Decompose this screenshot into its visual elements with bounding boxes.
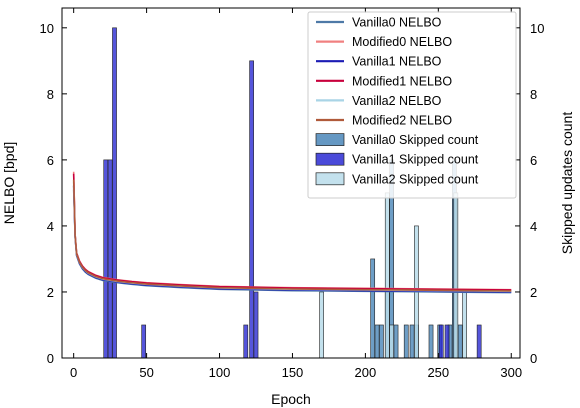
legend-entry: Vanilla0 Skipped count	[352, 133, 479, 147]
legend-swatch	[315, 133, 345, 146]
bar-vanilla0-skipped-count-5	[393, 324, 399, 359]
bar-vanilla1-skipped-count-7	[438, 324, 444, 359]
x-axis-label: Epoch	[271, 391, 311, 407]
y2-axis-label: Skipped updates count	[559, 112, 575, 255]
y-axis-label: NELBO [bpd]	[1, 142, 17, 225]
y2-tick-label: 0	[530, 351, 537, 366]
bar-vanilla2-skipped-count-0	[319, 291, 324, 359]
bar-vanilla2-skipped-count-4	[453, 192, 459, 359]
bar-vanilla1-skipped-count-9	[476, 324, 482, 359]
x-tick-label: 50	[139, 365, 153, 380]
bar-vanilla2-skipped-count-1	[384, 192, 390, 359]
bar-vanilla1-skipped-count-1	[107, 159, 113, 359]
bar-vanilla0-skipped-count-9	[428, 324, 434, 359]
legend-entry: Vanilla2 Skipped count	[352, 172, 479, 186]
y2-tick-label: 2	[530, 285, 537, 300]
bar-vanilla0-skipped-count-2	[379, 324, 384, 359]
bar-vanilla1-skipped-count-4	[243, 324, 249, 359]
x-tick-label: 0	[70, 365, 77, 380]
line-vanilla1-nelbo	[72, 185, 512, 293]
y-tick-label: 4	[47, 219, 54, 234]
bar-vanilla0-skipped-count-6	[403, 324, 409, 359]
y2-tick-label: 8	[530, 87, 537, 102]
legend-entry: Vanilla1 Skipped count	[352, 153, 479, 167]
legend-swatch	[315, 152, 345, 166]
legend-entry: Vanilla1 NELBO	[352, 55, 442, 69]
y-tick-label: 6	[47, 153, 54, 168]
y2-tick-label: 4	[530, 219, 537, 234]
legend-swatch	[315, 172, 345, 186]
y-tick-label: 0	[47, 351, 54, 366]
x-tick-label: 100	[209, 365, 231, 380]
x-tick-label: 300	[500, 365, 522, 380]
legend-entry: Modified1 NELBO	[352, 74, 452, 88]
bar-vanilla2-skipped-count-5	[462, 291, 467, 359]
y2-tick-label: 6	[530, 153, 537, 168]
bar-vanilla1-skipped-count-3	[141, 324, 147, 359]
legend-entry: Vanilla0 NELBO	[352, 16, 442, 30]
bar-vanilla0-skipped-count-0	[370, 258, 376, 359]
bar-vanilla1-skipped-count-0	[103, 159, 109, 359]
line-modified2-nelbo	[72, 179, 512, 292]
x-tick-label: 200	[355, 365, 377, 380]
legend-frame	[307, 11, 517, 199]
legend-entry: Modified2 NELBO	[352, 114, 452, 128]
bar-vanilla1-skipped-count-5	[249, 60, 254, 359]
legend: Vanilla0 NELBO Modified0 NELBO Vanilla1 NE…	[307, 11, 517, 199]
y2-tick-label: 10	[530, 21, 544, 36]
bar-vanilla0-skipped-count-13	[457, 324, 463, 359]
legend-entry: Vanilla2 NELBO	[352, 94, 442, 108]
line-vanilla0-nelbo	[72, 189, 512, 294]
legend-entry: Modified0 NELBO	[352, 35, 452, 49]
bar-vanilla1-skipped-count-6	[253, 291, 259, 359]
x-tick-label: 150	[282, 365, 304, 380]
bar-vanilla2-skipped-count-2	[389, 324, 394, 359]
x-tick-label: 250	[427, 365, 449, 380]
y-tick-label: 2	[47, 285, 54, 300]
y-tick-label: 10	[40, 21, 54, 36]
bar-vanilla0-skipped-count-7	[409, 324, 415, 359]
plot-frame	[61, 7, 521, 359]
y-tick-label: 8	[47, 87, 54, 102]
bar-vanilla1-skipped-count-8	[444, 324, 450, 359]
bar-vanilla1-skipped-count-2	[112, 27, 117, 359]
lines-layer	[72, 171, 512, 294]
bar-vanilla0-skipped-count-1	[374, 324, 380, 359]
